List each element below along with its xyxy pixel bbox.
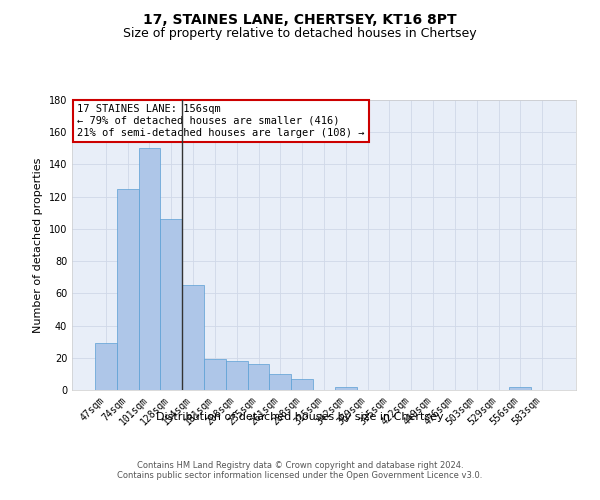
Text: Contains HM Land Registry data © Crown copyright and database right 2024.
Contai: Contains HM Land Registry data © Crown c… <box>118 460 482 480</box>
Bar <box>95 344 117 390</box>
Bar <box>509 387 531 390</box>
Bar <box>226 361 248 390</box>
Bar <box>139 148 160 390</box>
Text: Size of property relative to detached houses in Chertsey: Size of property relative to detached ho… <box>123 28 477 40</box>
Bar <box>204 360 226 390</box>
Bar <box>335 387 357 390</box>
Text: 17, STAINES LANE, CHERTSEY, KT16 8PT: 17, STAINES LANE, CHERTSEY, KT16 8PT <box>143 12 457 26</box>
Bar <box>291 378 313 390</box>
Text: 17 STAINES LANE: 156sqm
← 79% of detached houses are smaller (416)
21% of semi-d: 17 STAINES LANE: 156sqm ← 79% of detache… <box>77 104 365 138</box>
Bar <box>117 188 139 390</box>
Text: Distribution of detached houses by size in Chertsey: Distribution of detached houses by size … <box>156 412 444 422</box>
Y-axis label: Number of detached properties: Number of detached properties <box>33 158 43 332</box>
Bar <box>160 219 182 390</box>
Bar <box>269 374 291 390</box>
Bar <box>248 364 269 390</box>
Bar <box>182 286 204 390</box>
